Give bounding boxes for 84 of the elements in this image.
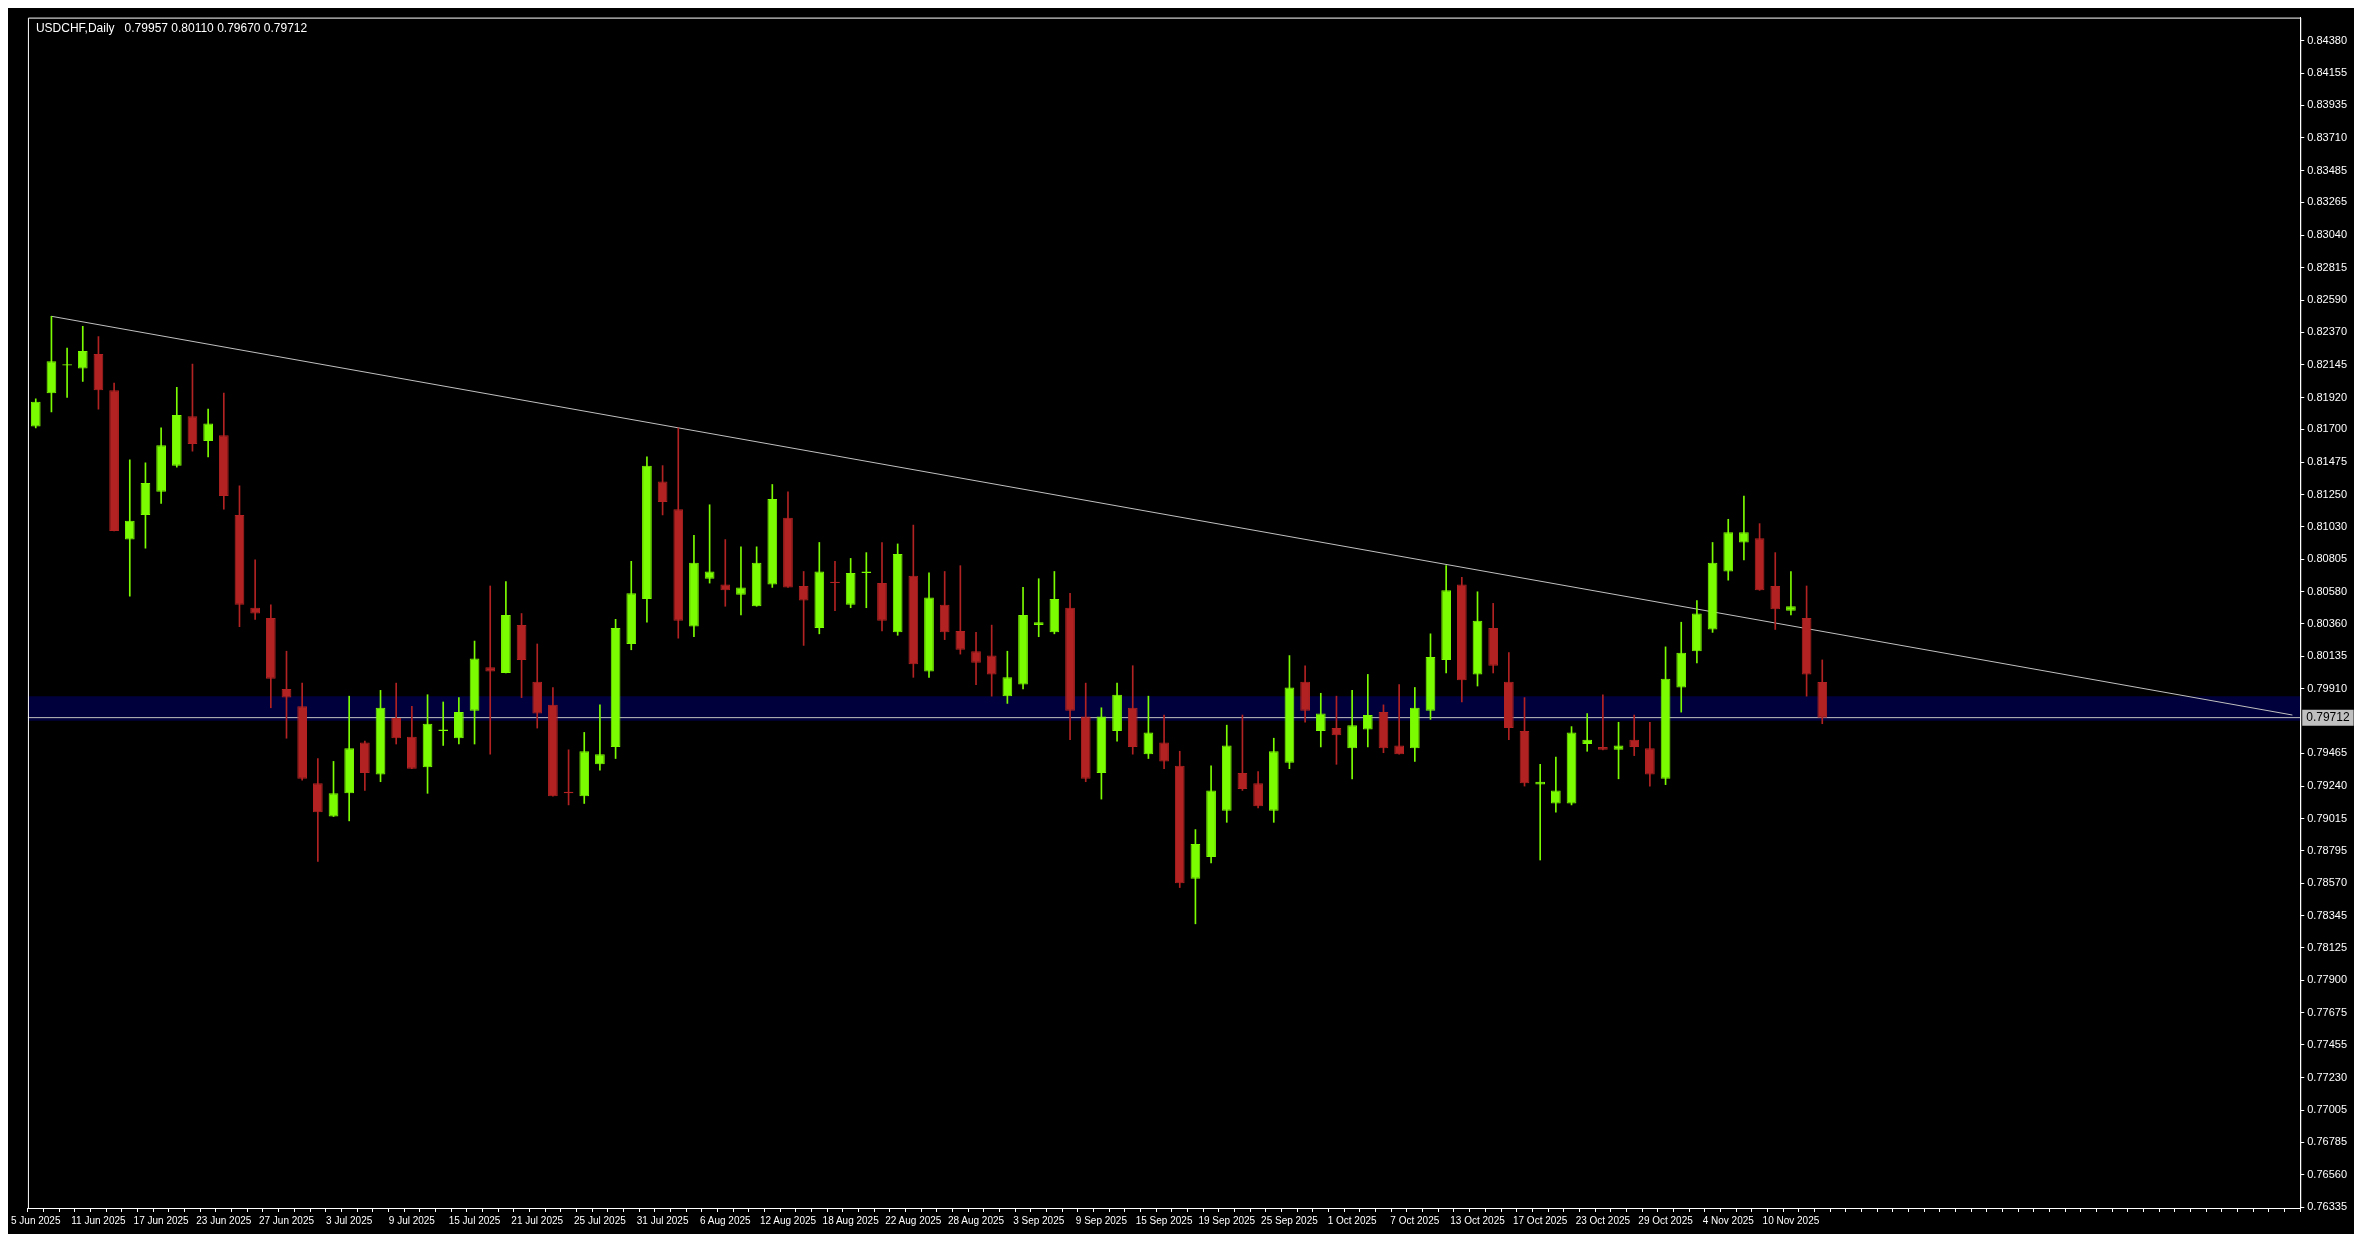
x-tick-label: 15 Sep 2025 [1135, 1214, 1193, 1226]
y-tick-label: 0.79910 [2307, 681, 2347, 694]
candlestick [250, 559, 261, 620]
x-tick-label: 25 Sep 2025 [1261, 1214, 1319, 1226]
x-tick-label: 27 Jun 2025 [258, 1214, 315, 1226]
x-tick-label: 9 Sep 2025 [1075, 1214, 1128, 1226]
y-tick-label: 0.77900 [2307, 973, 2347, 986]
candlestick [595, 704, 605, 771]
annotation: 0.79957 0.80110 0.79670 0.79712 [124, 20, 308, 35]
x-tick-label: 6 Aug 2025 [699, 1214, 752, 1226]
x-tick-label: 10 Nov 2025 [1762, 1214, 1820, 1226]
y-tick-label: 0.82370 [2307, 325, 2347, 338]
y-tick-label: 0.79465 [2307, 746, 2347, 759]
x-tick-label: 3 Sep 2025 [1013, 1214, 1065, 1226]
y-tick-label: 0.82590 [2307, 293, 2347, 306]
candlestick [485, 585, 496, 755]
y-tick-label: 0.84155 [2307, 66, 2347, 79]
x-tick-label: 15 Jul 2025 [448, 1214, 501, 1226]
x-tick-label: 4 Nov 2025 [1702, 1214, 1755, 1226]
y-tick-label: 0.79015 [2307, 811, 2347, 824]
y-tick-label: 0.80135 [2307, 649, 2347, 662]
candlestick [1033, 578, 1044, 638]
y-tick-label: 0.81700 [2307, 422, 2347, 435]
y-tick-label: 0.77455 [2307, 1037, 2347, 1050]
candlestick [1394, 684, 1405, 755]
x-tick-label: 29 Oct 2025 [1638, 1214, 1694, 1226]
x-tick-label: 1 Oct 2025 [1327, 1214, 1378, 1226]
x-tick-label: 12 Aug 2025 [759, 1214, 817, 1226]
x-tick-label: 18 Aug 2025 [822, 1214, 880, 1226]
y-tick-label: 0.77675 [2307, 1006, 2347, 1019]
y-tick-label: 0.83040 [2307, 228, 2347, 241]
candlestick [986, 624, 997, 697]
x-tick-label: 13 Oct 2025 [1450, 1214, 1506, 1226]
y-tick-label: 0.76335 [2307, 1200, 2347, 1213]
x-tick-label: 31 Jul 2025 [636, 1214, 689, 1226]
x-tick-label: 23 Oct 2025 [1575, 1214, 1631, 1226]
candlestick [1786, 571, 1796, 616]
x-tick-label: 7 Oct 2025 [1390, 1214, 1440, 1226]
x-tick-label: 17 Oct 2025 [1512, 1214, 1568, 1226]
y-tick-label: 0.83710 [2307, 130, 2347, 143]
x-tick-label: 21 Jul 2025 [511, 1214, 564, 1226]
x-tick-label: 9 Jul 2025 [388, 1214, 436, 1226]
x-tick-label: 28 Aug 2025 [947, 1214, 1005, 1226]
x-tick-label: 19 Sep 2025 [1198, 1214, 1256, 1226]
y-tick-label: 0.83265 [2307, 195, 2347, 208]
x-tick-label: 5 Jun 2025 [11, 1214, 61, 1226]
y-tick-label: 0.79240 [2307, 779, 2347, 792]
y-tick-label: 0.81250 [2307, 487, 2347, 500]
y-tick-label: 0.82145 [2307, 357, 2347, 370]
x-tick-label: 17 Jun 2025 [133, 1214, 190, 1226]
y-tick-label: 0.84380 [2307, 33, 2347, 46]
y-tick-label: 0.81920 [2307, 390, 2347, 403]
y-tick-label: 0.81030 [2307, 519, 2347, 532]
y-tick-label: 0.78125 [2307, 940, 2347, 953]
x-tick-label: 25 Jul 2025 [574, 1214, 627, 1226]
y-tick-label: 0.78345 [2307, 908, 2347, 921]
candlestick [1629, 714, 1640, 756]
y-tick-label: 0.76785 [2307, 1135, 2347, 1148]
candlestick [1551, 756, 1561, 813]
y-tick-label: 0.78795 [2307, 843, 2347, 856]
candlestick [1535, 763, 1546, 861]
y-tick-label: 0.78570 [2307, 876, 2347, 889]
candlestick [1739, 495, 1749, 561]
x-tick-label: 3 Jul 2025 [326, 1214, 373, 1226]
y-tick-label: 0.83935 [2307, 98, 2347, 111]
y-tick-label: 0.82815 [2307, 260, 2347, 273]
candlestick [1362, 674, 1373, 748]
y-tick-label: 0.83485 [2307, 163, 2347, 176]
x-tick-label: 22 Aug 2025 [885, 1214, 942, 1226]
x-tick-label: 11 Jun 2025 [71, 1214, 127, 1226]
candlestick [1598, 694, 1608, 751]
y-tick-label: 0.80805 [2307, 552, 2347, 565]
y-tick-label: 0.77230 [2307, 1070, 2347, 1083]
candlestick [971, 632, 981, 685]
y-tick-label: 0.81475 [2307, 455, 2347, 468]
y-tick-label: 0.76560 [2307, 1167, 2347, 1180]
y-tick-label: 0.77005 [2307, 1103, 2347, 1116]
y-tick-label: 0.80580 [2307, 584, 2347, 597]
candlestick [736, 546, 746, 616]
x-tick-label: 23 Jun 2025 [196, 1214, 252, 1226]
chart-title: USDCHF,Daily [35, 20, 115, 35]
y-tick-label: 0.80360 [2307, 616, 2347, 629]
candlestick [124, 459, 135, 597]
ref-line-label: 0.79712 [2306, 709, 2350, 724]
